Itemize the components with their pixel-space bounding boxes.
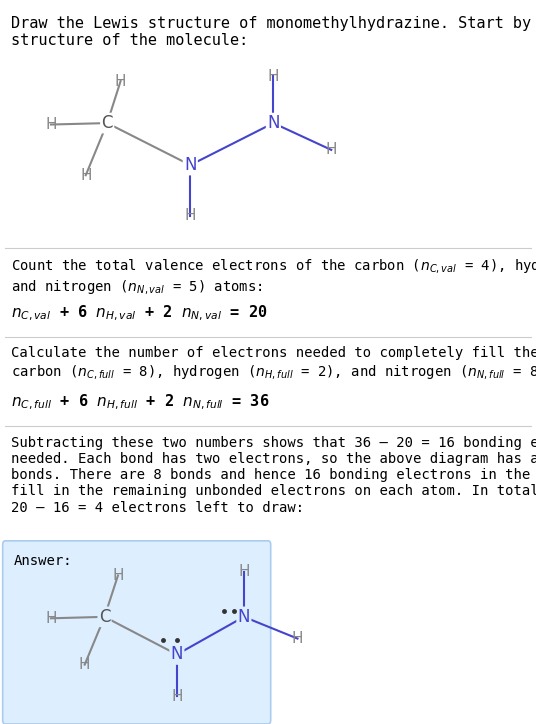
Text: H: H [325, 143, 337, 157]
Text: $n_{C,val}$ + 6 $n_{H,val}$ + 2 $n_{N,val}$ = 20: $n_{C,val}$ + 6 $n_{H,val}$ + 2 $n_{N,va… [11, 304, 267, 324]
Text: Answer:: Answer: [13, 554, 72, 568]
Text: C: C [99, 608, 110, 626]
Text: C: C [101, 114, 113, 132]
Text: N: N [184, 156, 197, 174]
Text: Draw the Lewis structure of monomethylhydrazine. Start by drawing the overall
st: Draw the Lewis structure of monomethylhy… [11, 16, 536, 49]
Text: Subtracting these two numbers shows that 36 – 20 = 16 bonding electrons are
need: Subtracting these two numbers shows that… [11, 436, 536, 515]
Text: H: H [115, 74, 126, 88]
Text: H: H [171, 689, 183, 704]
Text: Calculate the number of electrons needed to completely fill the valence shells f: Calculate the number of electrons needed… [11, 346, 536, 381]
Text: H: H [45, 611, 57, 626]
Text: H: H [79, 657, 91, 672]
Text: N: N [267, 114, 280, 132]
Text: N: N [170, 646, 183, 663]
Text: H: H [112, 568, 124, 583]
Text: H: H [292, 631, 303, 646]
Text: H: H [184, 209, 196, 223]
Text: Count the total valence electrons of the carbon ($n_{C,val}$ = 4), hydrogen ($n_: Count the total valence electrons of the… [11, 257, 536, 295]
FancyBboxPatch shape [3, 541, 271, 724]
Text: H: H [45, 117, 57, 132]
Text: $n_{C,full}$ + 6 $n_{H,full}$ + 2 $n_{N,full}$ = 36: $n_{C,full}$ + 6 $n_{H,full}$ + 2 $n_{N,… [11, 393, 269, 413]
Text: N: N [237, 608, 250, 626]
Text: H: H [80, 168, 92, 182]
Text: H: H [267, 69, 279, 83]
Text: H: H [238, 565, 250, 579]
